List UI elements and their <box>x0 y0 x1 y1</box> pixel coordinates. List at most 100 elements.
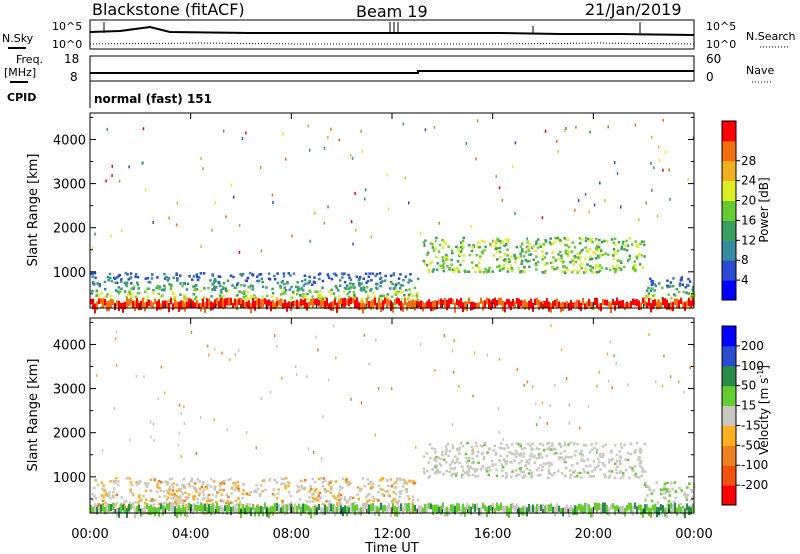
echo-cell <box>392 273 395 277</box>
isolated-echo <box>589 130 591 134</box>
echo-cell <box>541 258 544 261</box>
echo-cell <box>250 284 253 287</box>
echo-cell <box>481 465 485 469</box>
echo-cell <box>459 441 463 445</box>
echo-cell <box>663 482 667 486</box>
echo-cell <box>572 258 575 261</box>
echo-cell <box>188 275 191 278</box>
near-range-echo <box>258 506 260 517</box>
echo-cell <box>504 471 508 475</box>
echo-cell <box>541 456 544 459</box>
echo-cell <box>136 283 140 286</box>
echo-cell <box>498 446 501 450</box>
near-range-echo <box>670 502 672 509</box>
echo-cell <box>475 254 479 257</box>
echo-cell <box>348 276 351 279</box>
near-range-echo <box>604 502 606 513</box>
echo-cell <box>200 485 203 489</box>
near-range-echo <box>162 504 164 516</box>
near-range-echo <box>112 299 114 306</box>
echo-cell <box>564 243 567 247</box>
isolated-echo <box>314 211 316 215</box>
echo-cell <box>614 270 617 274</box>
echo-cell <box>684 494 687 497</box>
echo-cell <box>495 468 498 471</box>
near-range-echo <box>574 301 576 308</box>
near-range-echo <box>568 506 570 518</box>
near-range-echo <box>110 503 112 512</box>
echo-cell <box>212 281 216 284</box>
echo-cell <box>175 504 179 508</box>
isolated-echo <box>113 406 116 410</box>
near-range-echo <box>372 502 374 511</box>
echo-cell <box>151 498 154 501</box>
echo-cell <box>232 275 235 279</box>
echo-cell <box>632 268 636 272</box>
echo-cell <box>256 297 259 301</box>
echo-cell <box>576 252 579 255</box>
echo-cell <box>312 280 316 284</box>
echo-cell <box>494 247 498 250</box>
near-range-echo <box>606 299 608 306</box>
near-range-echo <box>334 506 336 517</box>
near-range-echo <box>414 301 416 311</box>
x-tick-label: 04:00 <box>172 527 209 542</box>
echo-cell <box>359 487 362 491</box>
echo-cell <box>454 474 458 477</box>
echo-cell <box>670 297 673 300</box>
near-range-echo <box>504 301 506 313</box>
near-range-echo <box>280 298 282 307</box>
echo-cell <box>217 280 220 284</box>
echo-cell <box>628 237 632 240</box>
echo-cell <box>213 285 216 288</box>
echo-cell <box>643 297 647 300</box>
isolated-echo <box>280 376 283 380</box>
near-range-echo <box>474 504 476 512</box>
echo-cell <box>503 253 507 256</box>
echo-cell <box>637 476 641 479</box>
echo-cell <box>619 470 622 473</box>
echo-cell <box>319 496 323 499</box>
near-range-echo <box>652 504 654 511</box>
isolated-echo <box>669 197 671 201</box>
echo-cell <box>664 487 668 491</box>
near-range-echo <box>286 302 288 312</box>
near-range-echo <box>306 302 308 311</box>
echo-cell <box>498 239 502 243</box>
echo-cell <box>400 490 403 493</box>
echo-cell <box>638 456 641 459</box>
isolated-echo <box>514 141 517 145</box>
echo-cell <box>444 242 448 245</box>
near-range-echo <box>442 299 444 305</box>
echo-cell <box>96 483 100 487</box>
echo-cell <box>120 496 124 499</box>
echo-cell <box>685 496 689 500</box>
echo-cell <box>503 259 506 262</box>
near-range-echo <box>340 505 342 515</box>
echo-cell <box>94 276 97 280</box>
near-range-echo <box>194 302 196 309</box>
echo-cell <box>201 490 204 494</box>
isolated-echo <box>200 244 202 248</box>
echo-cell <box>520 248 524 251</box>
near-range-echo <box>210 301 212 311</box>
echo-cell <box>502 266 506 270</box>
echo-cell <box>184 300 187 304</box>
echo-cell <box>157 482 160 485</box>
near-range-echo <box>686 503 688 511</box>
echo-cell <box>211 288 214 291</box>
isolated-echo <box>661 384 664 388</box>
echo-cell <box>519 252 522 255</box>
near-range-echo <box>328 502 330 513</box>
near-range-echo <box>514 505 516 511</box>
echo-cell <box>353 502 356 505</box>
echo-cell <box>499 250 502 254</box>
echo-cell <box>660 488 663 492</box>
echo-cell <box>238 500 242 504</box>
noise-tick-bottom-right: 10^0 <box>706 38 736 51</box>
isolated-echo <box>106 127 108 131</box>
echo-cell <box>520 470 524 474</box>
echo-cell <box>95 294 98 297</box>
echo-cell <box>671 487 674 491</box>
echo-cell <box>198 480 202 483</box>
